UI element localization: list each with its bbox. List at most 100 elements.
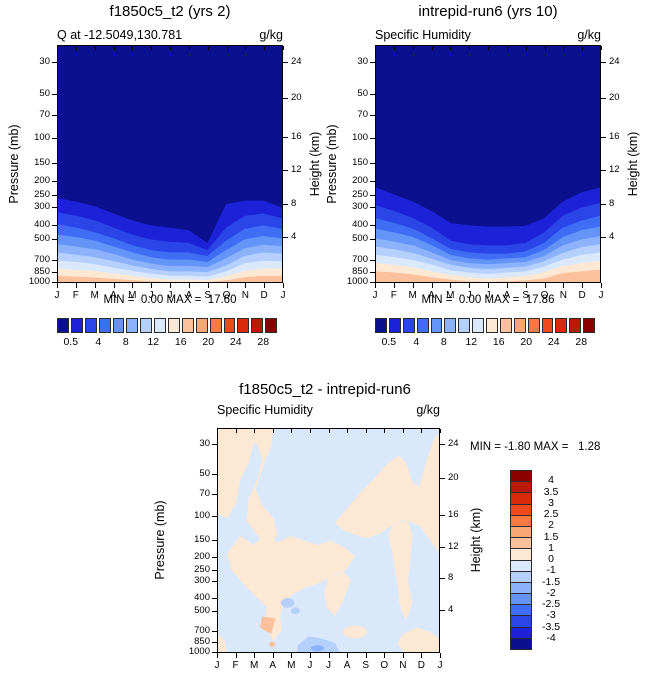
height-tick-label: 8 xyxy=(609,197,615,209)
axis-tick xyxy=(601,170,606,172)
panel-title: f1850c5_t2 (yrs 2) xyxy=(109,3,231,20)
month-label: M xyxy=(128,290,137,301)
colorbar-box xyxy=(57,318,69,333)
axis-tick xyxy=(52,206,57,208)
axis-tick xyxy=(52,195,57,197)
axis-tick xyxy=(283,283,284,288)
month-label: J xyxy=(598,290,604,301)
colorbar-tick-label: -1.5 xyxy=(541,575,561,588)
axis-tick xyxy=(75,46,77,50)
axis-tick xyxy=(370,195,375,197)
axis-tick xyxy=(264,283,266,288)
minmax-readout: MIN = 0.00 MAX = 17.86 xyxy=(421,294,555,306)
colorbar-tick-label: 3.5 xyxy=(543,485,559,498)
colorbar-box xyxy=(527,318,540,333)
month-label: A xyxy=(343,660,351,671)
pressure-tick-label: 700 xyxy=(34,253,50,265)
axis-tick xyxy=(283,203,288,205)
axis-tick xyxy=(370,93,375,95)
axis-tick xyxy=(469,46,471,50)
axis-tick xyxy=(52,163,57,165)
axis-tick xyxy=(291,653,293,658)
height-tick-label: 16 xyxy=(609,130,620,142)
colorbar-box xyxy=(583,318,595,333)
axis-tick xyxy=(170,46,171,50)
axis-tick xyxy=(440,514,445,516)
axis-tick xyxy=(170,283,171,288)
contour-plot-top-right xyxy=(376,46,600,282)
pressure-tick-label: 150 xyxy=(352,157,368,169)
colorbar-box xyxy=(430,318,443,333)
panel-units-label: g/kg xyxy=(259,28,283,42)
colorbar-box xyxy=(499,318,512,333)
colorbar-box xyxy=(444,318,457,333)
colorbar-tick-label: 0.5 xyxy=(381,336,397,348)
pressure-tick-label: 200 xyxy=(194,550,210,562)
month-label: N xyxy=(559,290,567,301)
axis-tick xyxy=(212,581,217,582)
axis-tick xyxy=(151,283,153,288)
panel-units-label: g/kg xyxy=(416,403,440,417)
pressure-tick-label: 250 xyxy=(34,189,50,201)
axis-tick xyxy=(544,283,546,288)
pressure-tick-label: 250 xyxy=(194,564,210,576)
axis-tick xyxy=(226,46,228,50)
colorbar-box xyxy=(237,318,250,333)
month-label: D xyxy=(578,290,586,301)
axis-tick xyxy=(328,653,330,658)
pressure-tick-label: 300 xyxy=(352,200,368,212)
axis-tick xyxy=(601,237,606,239)
month-label: J xyxy=(437,660,443,671)
pressure-tick-label: 300 xyxy=(194,575,210,586)
axis-tick xyxy=(525,283,527,288)
axis-tick xyxy=(212,611,217,613)
colorbar-box xyxy=(511,504,531,516)
month-label: O xyxy=(380,660,389,671)
colorbar-box xyxy=(511,616,531,628)
colorbar-box xyxy=(511,493,531,505)
height-tick-label: 16 xyxy=(291,130,302,142)
height-tick-label: 8 xyxy=(291,197,297,209)
axis-tick xyxy=(450,283,452,288)
pressure-tick-label: 30 xyxy=(357,55,368,67)
month-label: A xyxy=(269,660,277,671)
month-label: F xyxy=(390,290,397,301)
colorbar-tick-label: 3 xyxy=(548,496,554,509)
axis-tick xyxy=(283,46,284,50)
colorbar-tick-label: 2 xyxy=(548,519,554,532)
axis-tick xyxy=(431,46,433,50)
pressure-tick-label: 850 xyxy=(194,636,210,648)
pressure-tick-label: 500 xyxy=(34,232,50,244)
axis-tick xyxy=(370,271,375,273)
colorbar-box xyxy=(486,318,498,333)
pressure-tick-label: 200 xyxy=(34,175,50,187)
axis-tick xyxy=(370,163,375,165)
colorbar-tick-label: 28 xyxy=(257,336,270,348)
axis-tick xyxy=(283,61,288,63)
colorbar-tick-label: -3 xyxy=(546,609,556,622)
colorbar-box xyxy=(511,638,531,649)
axis-tick xyxy=(283,170,288,172)
axis-tick xyxy=(217,429,218,433)
axis-tick xyxy=(188,46,190,50)
height-tick-label: 24 xyxy=(291,55,302,67)
month-label: M xyxy=(446,290,455,301)
height-tick-label: 20 xyxy=(448,471,459,483)
axis-tick xyxy=(272,653,274,658)
colorbar-box xyxy=(511,594,531,606)
colorbar-box xyxy=(195,318,208,333)
axis-tick xyxy=(440,609,445,611)
axis-tick xyxy=(370,238,375,240)
axis-tick xyxy=(601,136,606,138)
axis-tick xyxy=(601,203,606,205)
colorbar-labels-top-left: 0.5 4 8 12 16 20 24 28 xyxy=(57,337,277,349)
axis-tick xyxy=(283,237,288,239)
colorbar-box xyxy=(168,318,180,333)
month-label: N xyxy=(241,290,249,301)
axis-tick xyxy=(212,556,217,558)
colorbar-box xyxy=(511,515,531,527)
colorbar-box xyxy=(511,627,531,639)
month-label: M xyxy=(90,290,99,301)
pressure-tick-label: 250 xyxy=(352,189,368,201)
